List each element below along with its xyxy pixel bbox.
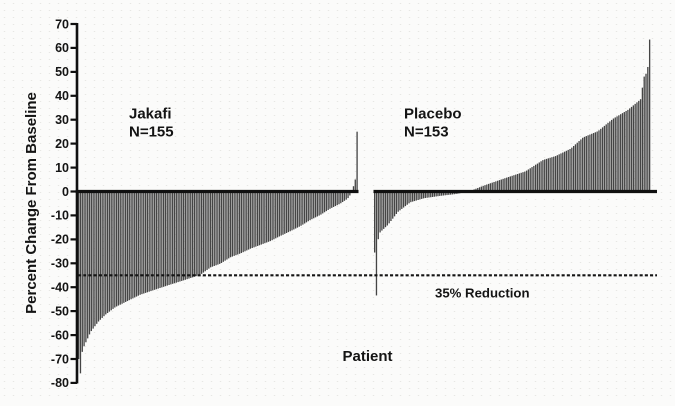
svg-text:Percent Change From Baseline: Percent Change From Baseline [23,92,40,314]
svg-text:50: 50 [55,65,69,79]
svg-text:Jakafi: Jakafi [129,106,172,123]
svg-text:40: 40 [55,89,69,103]
svg-text:-40: -40 [51,281,69,295]
svg-text:0: 0 [62,185,69,199]
svg-text:-70: -70 [51,352,69,366]
svg-text:-80: -80 [51,376,69,390]
svg-text:70: 70 [55,17,69,31]
svg-text:20: 20 [55,137,69,151]
svg-text:30: 30 [55,113,69,127]
svg-text:-20: -20 [51,233,69,247]
svg-text:10: 10 [55,161,69,175]
svg-text:N=155: N=155 [129,124,174,141]
svg-text:N=153: N=153 [404,124,449,141]
svg-text:35% Reduction: 35% Reduction [435,286,530,301]
svg-text:-10: -10 [51,209,69,223]
svg-text:Placebo: Placebo [404,106,462,123]
svg-text:-60: -60 [51,328,69,342]
svg-text:-50: -50 [51,304,69,318]
svg-text:Patient: Patient [343,348,393,365]
svg-text:-30: -30 [51,257,69,271]
svg-text:60: 60 [55,41,69,55]
